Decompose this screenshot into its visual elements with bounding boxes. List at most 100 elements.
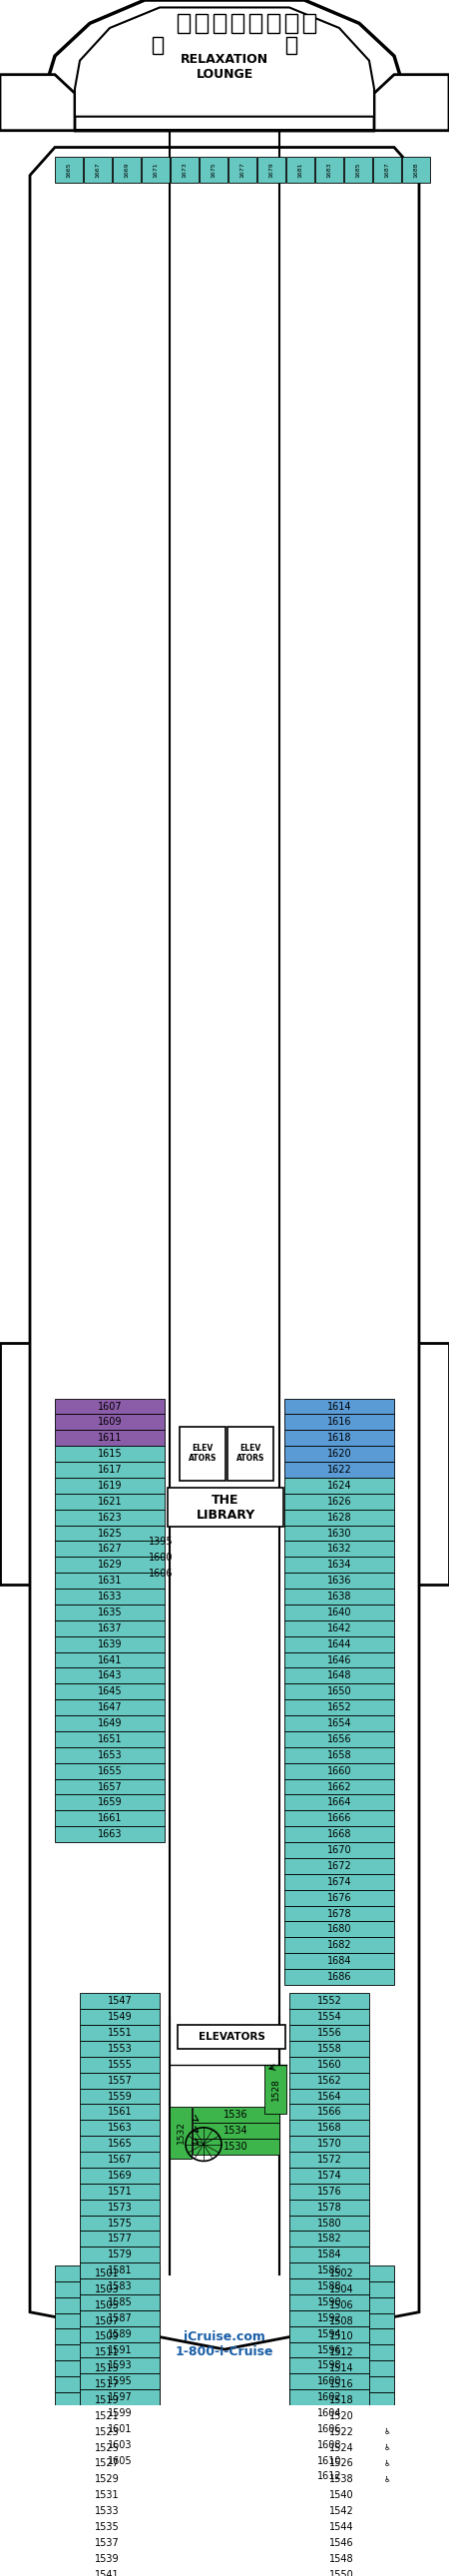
Bar bbox=[80, 2372, 160, 2391]
Text: 1603: 1603 bbox=[107, 2439, 132, 2450]
Bar bbox=[232, 13, 243, 33]
Text: 1576: 1576 bbox=[317, 2187, 342, 2197]
Text: 1507: 1507 bbox=[95, 2316, 119, 2326]
Text: 1552: 1552 bbox=[317, 1996, 342, 2007]
Text: 1642: 1642 bbox=[327, 1623, 352, 1633]
Bar bbox=[289, 1994, 369, 2009]
Bar bbox=[55, 1430, 165, 1445]
Text: 1551: 1551 bbox=[107, 2027, 132, 2038]
Text: 1502: 1502 bbox=[330, 2269, 354, 2277]
Text: 1395: 1395 bbox=[149, 1535, 173, 1546]
Bar bbox=[80, 2089, 160, 2105]
Text: 1519: 1519 bbox=[95, 2396, 119, 2406]
Bar bbox=[80, 2406, 160, 2421]
Text: 1643: 1643 bbox=[97, 1672, 122, 1680]
Bar bbox=[80, 2246, 160, 2262]
Text: 1616: 1616 bbox=[327, 1417, 352, 1427]
Bar bbox=[284, 1716, 394, 1731]
Text: 1501: 1501 bbox=[95, 2269, 119, 2277]
Bar bbox=[289, 2056, 369, 2074]
Text: 1587: 1587 bbox=[107, 2313, 132, 2324]
Bar bbox=[55, 2344, 160, 2360]
Bar bbox=[80, 2357, 160, 2372]
Text: 1598: 1598 bbox=[317, 2360, 342, 2370]
Bar bbox=[289, 2105, 369, 2120]
Bar bbox=[284, 1651, 394, 1667]
Text: 1572: 1572 bbox=[317, 2154, 342, 2164]
Bar bbox=[304, 13, 315, 33]
Text: 1639: 1639 bbox=[97, 1638, 122, 1649]
Bar bbox=[55, 2409, 160, 2424]
Bar bbox=[289, 2151, 369, 2166]
Bar bbox=[55, 2282, 160, 2298]
Bar bbox=[84, 157, 112, 183]
Text: 1641: 1641 bbox=[97, 1654, 122, 1664]
Text: 1534: 1534 bbox=[224, 2125, 248, 2136]
Text: 1657: 1657 bbox=[97, 1783, 122, 1793]
Text: 1511: 1511 bbox=[95, 2347, 119, 2357]
Text: 1569: 1569 bbox=[107, 2172, 132, 2179]
Bar bbox=[289, 2406, 369, 2421]
Text: 1685: 1685 bbox=[356, 162, 361, 178]
Text: 1504: 1504 bbox=[330, 2285, 354, 2295]
Bar bbox=[80, 2280, 160, 2295]
Text: ELEV
ATORS: ELEV ATORS bbox=[236, 1443, 264, 1463]
Text: 1632: 1632 bbox=[327, 1543, 352, 1553]
Text: 1638: 1638 bbox=[327, 1592, 352, 1602]
Text: 1599: 1599 bbox=[107, 2409, 132, 2419]
Text: 1581: 1581 bbox=[107, 2267, 132, 2275]
Bar bbox=[80, 2009, 160, 2025]
Bar bbox=[284, 1556, 394, 1574]
Bar bbox=[284, 1842, 394, 1857]
Bar bbox=[55, 1540, 165, 1556]
Text: 1597: 1597 bbox=[107, 2393, 132, 2403]
Bar bbox=[289, 2550, 394, 2566]
Text: 1634: 1634 bbox=[327, 1561, 352, 1569]
Text: ELEV
ATORS: ELEV ATORS bbox=[189, 1443, 217, 1463]
Bar bbox=[55, 2519, 160, 2535]
Text: 1653: 1653 bbox=[97, 1749, 122, 1759]
Text: 1528: 1528 bbox=[271, 2079, 280, 2099]
Bar bbox=[284, 1510, 394, 1525]
Text: 1575: 1575 bbox=[107, 2218, 132, 2228]
Bar bbox=[80, 2151, 160, 2166]
Bar bbox=[284, 1399, 394, 1414]
Text: 1592: 1592 bbox=[317, 2313, 342, 2324]
Text: 1637: 1637 bbox=[97, 1623, 122, 1633]
Text: 1520: 1520 bbox=[330, 2411, 354, 2421]
Bar bbox=[55, 2439, 160, 2455]
Text: 1600: 1600 bbox=[149, 1553, 173, 1564]
Bar bbox=[55, 1461, 165, 1479]
Text: 1505: 1505 bbox=[95, 2300, 119, 2311]
Text: 1645: 1645 bbox=[97, 1687, 122, 1698]
Text: iCruise.com
1-800-i-Cruise: iCruise.com 1-800-i-Cruise bbox=[176, 2331, 273, 2360]
Text: 1521: 1521 bbox=[95, 2411, 119, 2421]
Bar bbox=[153, 36, 163, 54]
Text: 1536: 1536 bbox=[224, 2110, 248, 2120]
Bar bbox=[402, 157, 430, 183]
Text: 1644: 1644 bbox=[327, 1638, 352, 1649]
Text: 1667: 1667 bbox=[95, 162, 100, 178]
Bar bbox=[55, 1556, 165, 1574]
Bar bbox=[315, 157, 343, 183]
Text: 1683: 1683 bbox=[327, 162, 332, 178]
Bar bbox=[55, 1826, 165, 1842]
Text: 1564: 1564 bbox=[317, 2092, 342, 2102]
Bar bbox=[80, 2326, 160, 2342]
Bar bbox=[80, 2025, 160, 2040]
Bar bbox=[55, 1479, 165, 1494]
Text: 1584: 1584 bbox=[317, 2249, 342, 2259]
Text: 1515: 1515 bbox=[95, 2365, 119, 2372]
Bar bbox=[289, 2424, 394, 2439]
Text: 1606: 1606 bbox=[317, 2424, 342, 2434]
Text: 1600: 1600 bbox=[317, 2378, 342, 2385]
Text: 1580: 1580 bbox=[317, 2218, 342, 2228]
Bar bbox=[289, 2342, 369, 2357]
Text: 1678: 1678 bbox=[327, 1909, 352, 1919]
Bar bbox=[55, 2313, 160, 2329]
Text: 1574: 1574 bbox=[317, 2172, 342, 2179]
Bar bbox=[284, 1445, 394, 1461]
Text: 1621: 1621 bbox=[97, 1497, 122, 1507]
Bar bbox=[284, 1826, 394, 1842]
Bar bbox=[55, 1605, 165, 1620]
